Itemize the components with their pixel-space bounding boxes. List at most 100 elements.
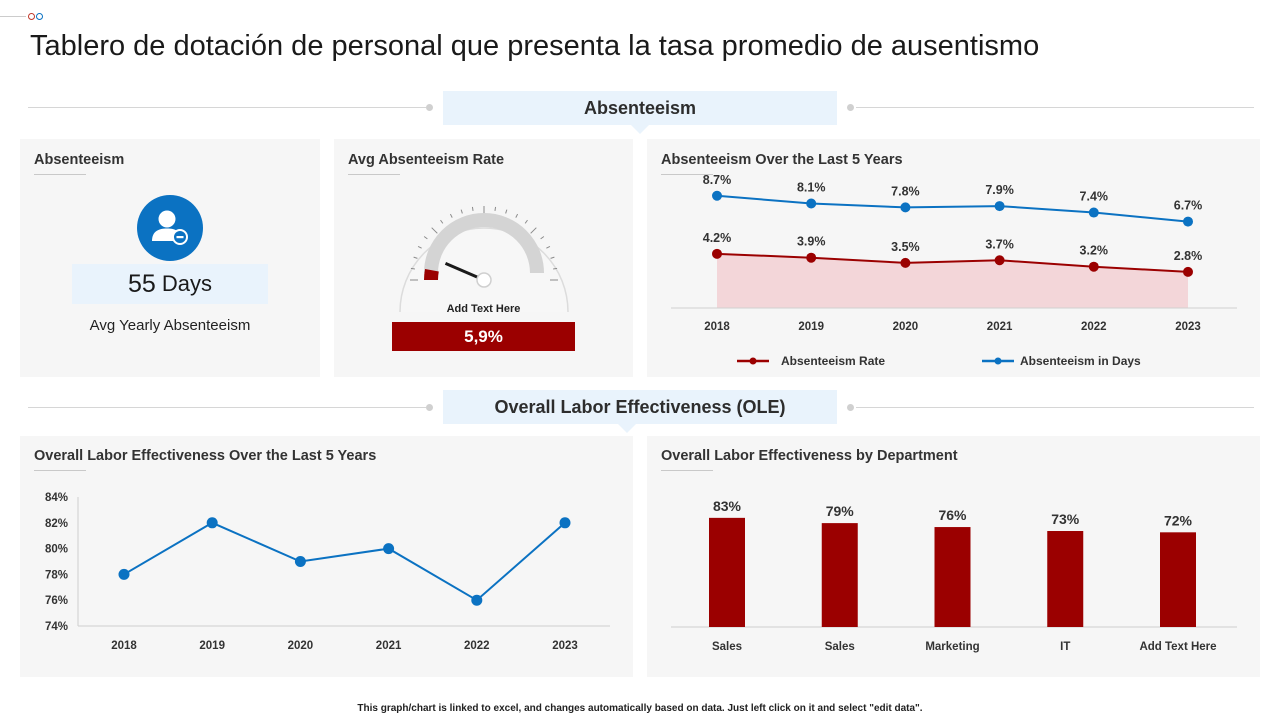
page-title: Tablero de dotación de personal que pres… (30, 30, 1040, 62)
chart-title: Absenteeism Over the Last 5 Years (661, 152, 903, 168)
data-point (294, 556, 306, 567)
gauge-tick (440, 219, 444, 224)
gauge-tick (417, 245, 422, 249)
card-title-underline (34, 470, 86, 471)
data-label: 3.2% (1080, 244, 1109, 258)
absenteeism-trend-card: Absenteeism Over the Last 5 Years 4.2% 3.… (647, 139, 1260, 377)
x-tick-label: 2021 (987, 321, 1013, 333)
data-point (712, 190, 722, 201)
gauge-tick (530, 227, 537, 234)
y-tick-label: 78% (45, 569, 68, 581)
data-point (994, 255, 1005, 266)
bar-value-label: 72% (1164, 512, 1193, 528)
gauge-tick (423, 236, 428, 240)
x-tick-label: Add Text Here (1139, 641, 1216, 653)
data-point (712, 248, 722, 259)
x-tick-label: 2021 (376, 640, 402, 652)
bar-value-label: 73% (1051, 511, 1080, 527)
x-tick-label: 2020 (288, 640, 314, 652)
corner-dot-red (28, 13, 35, 20)
gauge-tick (553, 267, 558, 270)
absenteeism-card: Absenteeism 55 Days Avg Yearly Absenteei… (20, 139, 320, 377)
legend-label-days: Absenteeism in Days (1020, 354, 1141, 368)
days-caption: Avg Yearly Absenteeism (89, 317, 251, 334)
data-label: 8.7% (703, 173, 732, 187)
card-title-underline (661, 470, 713, 471)
x-tick-label: 2023 (552, 640, 578, 652)
x-tick-label: 2022 (464, 640, 490, 652)
data-point (118, 568, 130, 580)
series-line-1 (716, 194, 1189, 223)
ole-department-card: Overall Labor Effectiveness by Departmen… (647, 436, 1260, 677)
x-tick-label: 2019 (798, 321, 824, 333)
card-title-underline (34, 174, 86, 175)
gauge-tick (449, 213, 453, 218)
data-label: 7.9% (985, 183, 1014, 197)
gauge-tick (471, 206, 474, 211)
data-point (559, 517, 571, 529)
section-divider-dot (847, 404, 854, 411)
data-point (383, 543, 395, 555)
footnote: This graph/chart is linked to excel, and… (357, 703, 923, 714)
gauge-caption: Add Text Here (446, 303, 521, 315)
data-point (471, 594, 483, 606)
data-point (1183, 216, 1193, 227)
x-tick-label: Sales (825, 641, 855, 653)
legend-label-rate: Absenteeism Rate (781, 354, 886, 368)
data-label: 2.8% (1174, 249, 1203, 263)
user-minus-icon (137, 195, 203, 261)
section-header-absenteeism: Absenteeism (443, 91, 837, 125)
bar (709, 517, 745, 627)
section-header-ole: Overall Labor Effectiveness (OLE) (443, 390, 837, 424)
rate-value: 5,9% (392, 322, 575, 351)
gauge-tick (524, 219, 528, 224)
corner-dot-blue (36, 13, 43, 20)
chart-title: Overall Labor Effectiveness by Departmen… (661, 448, 958, 464)
corner-line (0, 16, 26, 17)
ole-line-chart: 74% 76% 78% 80% 82% 84% 2018 2019 2020 2021 2022 20… (45, 492, 610, 652)
section-divider-left (28, 107, 426, 108)
x-tick-label: 2022 (1081, 321, 1107, 333)
bar (821, 523, 858, 627)
data-point (806, 252, 817, 263)
bar-value-label: 79% (826, 503, 855, 519)
gauge-tick (413, 256, 418, 259)
legend-marker-rate (737, 357, 769, 365)
data-point (206, 517, 218, 529)
gauge-hub (476, 272, 492, 288)
section-divider-dot (426, 104, 433, 111)
y-tick-label: 80% (45, 544, 68, 556)
data-point (994, 201, 1005, 212)
data-label: 3.9% (797, 235, 826, 249)
x-tick-label: Marketing (925, 641, 979, 653)
chart-title: Overall Labor Effectiveness Over the Las… (34, 448, 377, 464)
gauge-tick (550, 256, 555, 259)
gauge-tick (540, 236, 545, 240)
y-tick-label: 82% (45, 518, 68, 530)
legend-marker-days (982, 357, 1014, 365)
absenteeism-line-chart: 4.2% 3.9% 3.5% 3.7% 3.2% 2.8% 8.7% 8.1% 7.8% 7.9%… (671, 173, 1237, 333)
days-unit: Days (161, 271, 212, 296)
section-divider-dot (847, 104, 854, 111)
x-tick-label: 2018 (704, 321, 730, 333)
legend-item-rate: Absenteeism Rate (737, 354, 885, 368)
gauge-tick (505, 209, 508, 214)
section-header-notch (631, 125, 649, 134)
days-value-box: 55 Days (72, 264, 268, 304)
data-label: 4.2% (703, 231, 732, 245)
bar (1047, 531, 1084, 627)
ole-trend-card: Overall Labor Effectiveness Over the Las… (20, 436, 633, 677)
section-divider-left (28, 407, 426, 408)
gauge-ticks (410, 206, 558, 281)
data-label: 7.8% (891, 184, 920, 198)
section-divider-right (856, 107, 1254, 108)
data-point (1088, 261, 1099, 272)
data-label: 6.7% (1174, 199, 1203, 213)
y-tick-label: 76% (45, 595, 68, 607)
gauge-tick (410, 267, 415, 270)
gauge-tick (515, 213, 519, 218)
y-tick-label: 84% (45, 492, 68, 504)
data-label: 3.7% (985, 237, 1014, 251)
rate-gauge (399, 206, 569, 313)
bar-value-label: 83% (713, 498, 742, 514)
